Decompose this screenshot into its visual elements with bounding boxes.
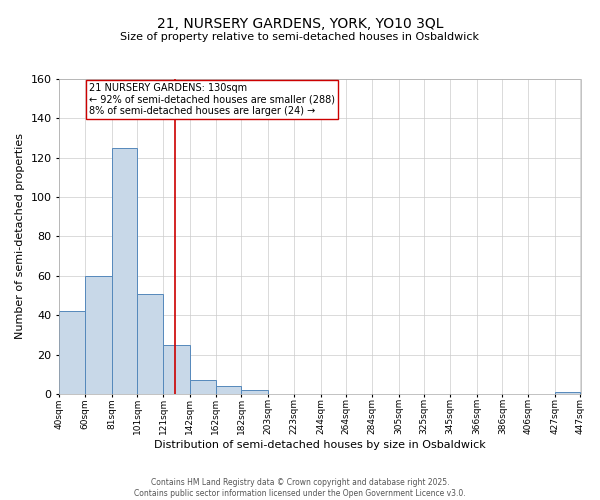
- Y-axis label: Number of semi-detached properties: Number of semi-detached properties: [15, 134, 25, 340]
- Bar: [85, 276, 112, 394]
- Text: 21, NURSERY GARDENS, YORK, YO10 3QL: 21, NURSERY GARDENS, YORK, YO10 3QL: [157, 18, 443, 32]
- Bar: [241, 390, 268, 394]
- Bar: [112, 148, 137, 394]
- Bar: [163, 344, 190, 394]
- Bar: [137, 294, 163, 394]
- Bar: [59, 311, 85, 394]
- Text: Contains HM Land Registry data © Crown copyright and database right 2025.
Contai: Contains HM Land Registry data © Crown c…: [134, 478, 466, 498]
- Bar: [215, 386, 241, 394]
- Bar: [555, 392, 580, 394]
- Bar: [190, 380, 215, 394]
- X-axis label: Distribution of semi-detached houses by size in Osbaldwick: Distribution of semi-detached houses by …: [154, 440, 486, 450]
- Text: 21 NURSERY GARDENS: 130sqm
← 92% of semi-detached houses are smaller (288)
8% of: 21 NURSERY GARDENS: 130sqm ← 92% of semi…: [89, 83, 335, 116]
- Text: Size of property relative to semi-detached houses in Osbaldwick: Size of property relative to semi-detach…: [121, 32, 479, 42]
